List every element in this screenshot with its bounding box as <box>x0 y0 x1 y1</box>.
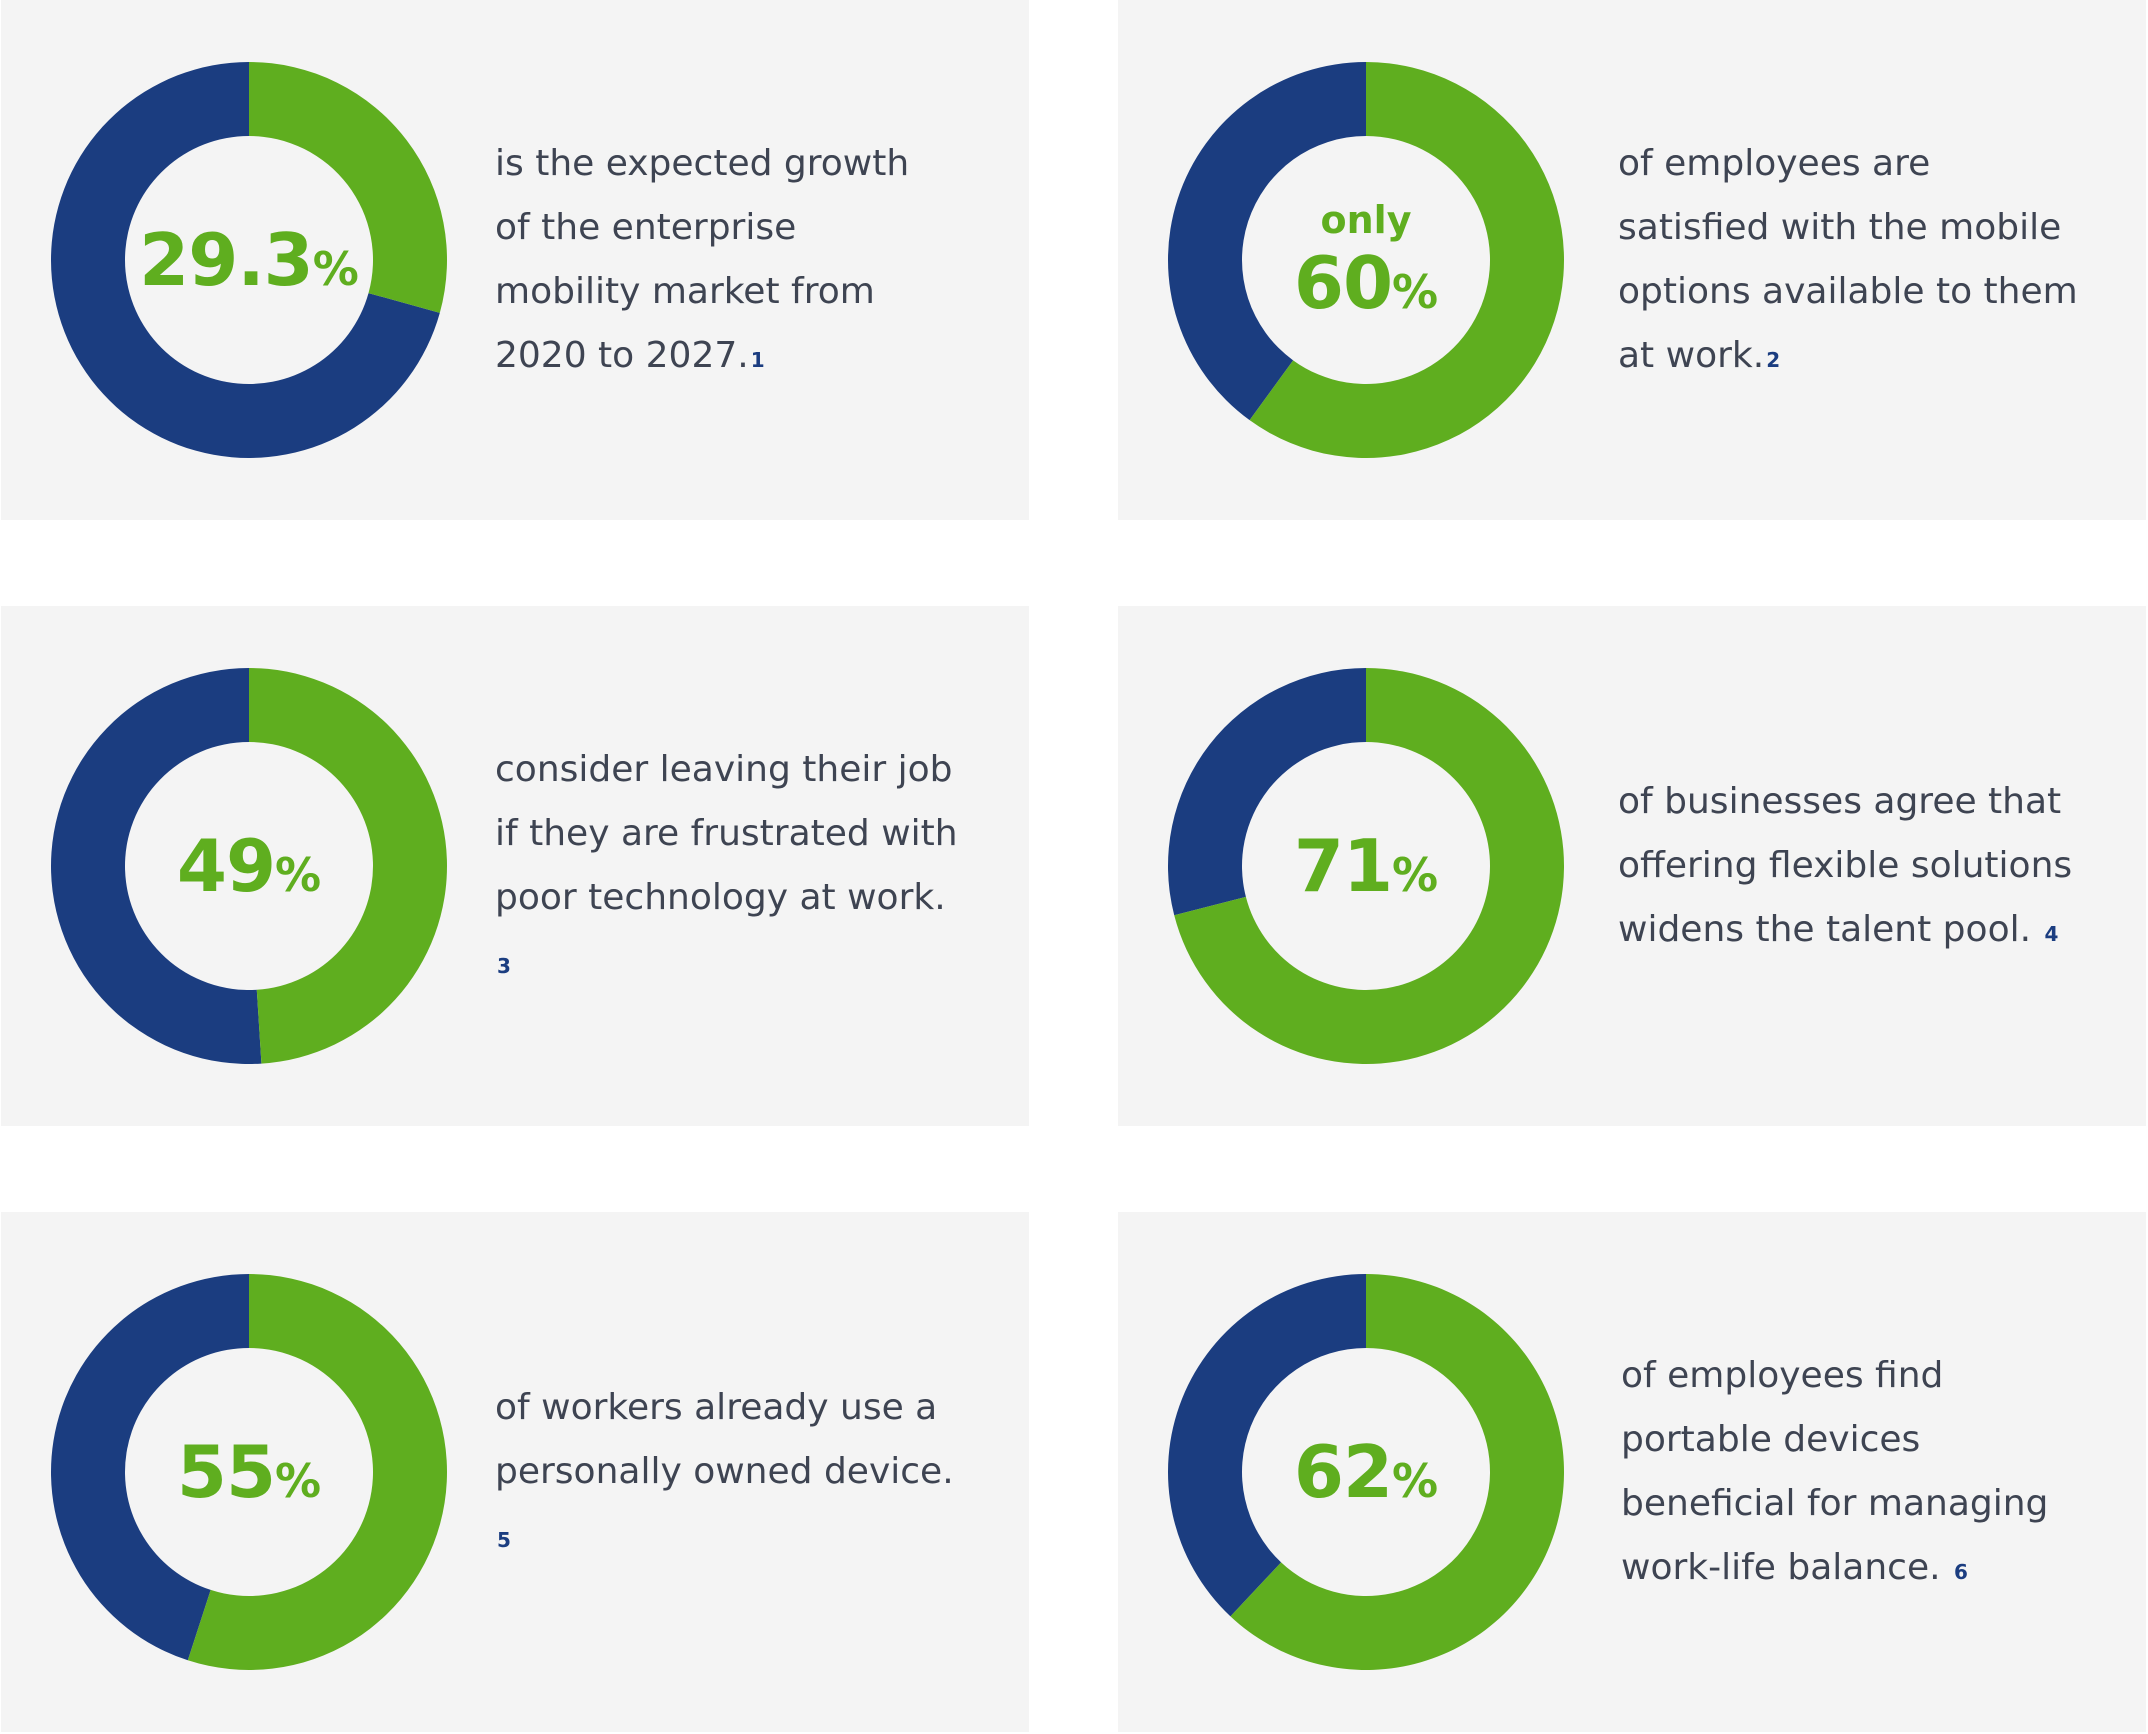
stat-unit: % <box>275 1454 322 1508</box>
stat-unit: % <box>1392 848 1439 902</box>
donut-svg <box>1168 62 1564 458</box>
donut-svg <box>1168 668 1564 1064</box>
donut-value-slice <box>1230 1274 1564 1670</box>
donut-remainder-slice <box>51 1274 249 1661</box>
donut-svg <box>1168 1274 1564 1670</box>
donut-value-slice <box>1249 62 1564 458</box>
donut-value-slice <box>249 62 447 313</box>
stat-unit: % <box>312 242 359 296</box>
stat-text: of businesses agree that offering flexib… <box>1618 781 2073 950</box>
stat-prefix: only <box>1320 198 1412 242</box>
donut-remainder-slice <box>1168 668 1366 916</box>
donut-center-label: 49% <box>51 668 447 1064</box>
donut-svg <box>51 668 447 1064</box>
stat-text: is the expected growth of the enterprise… <box>495 143 910 376</box>
stat-description: of workers already use a personally owne… <box>495 1212 965 1732</box>
footnote-marker: 4 <box>2044 922 2059 946</box>
donut-chart: only 60% <box>1168 62 1564 458</box>
donut-center-label: 29.3% <box>51 62 447 458</box>
donut-remainder-slice <box>1168 62 1366 421</box>
donut-chart: 29.3% <box>51 62 447 458</box>
stat-text: of employees are satisfied with the mobi… <box>1618 143 2078 376</box>
stat-text: of workers already use a personally owne… <box>495 1387 954 1492</box>
donut-chart: 49% <box>51 668 447 1064</box>
stat-card-work-life: 62% of employees find portable devices b… <box>1118 1212 2146 1732</box>
donut-svg <box>51 1274 447 1670</box>
donut-center-label: 62% <box>1168 1274 1564 1670</box>
stat-description: of employees are satisfied with the mobi… <box>1618 0 2088 520</box>
footnote-marker: 2 <box>1766 348 1781 372</box>
stat-unit: % <box>1392 265 1439 319</box>
donut-chart: 71% <box>1168 668 1564 1064</box>
footnote-marker: 5 <box>497 1528 511 1552</box>
donut-remainder-slice <box>51 62 440 458</box>
donut-value-slice <box>249 668 447 1064</box>
stat-card-frustration: 49% consider leaving their job if they a… <box>1 606 1029 1126</box>
donut-remainder-slice <box>51 668 262 1064</box>
donut-value-slice <box>1174 668 1564 1064</box>
stat-card-talent-pool: 71% of businesses agree that offering fl… <box>1118 606 2146 1126</box>
stat-value: 60 <box>1293 241 1393 325</box>
stat-description: of employees find portable devices benef… <box>1621 1212 2091 1732</box>
stat-value: 71 <box>1293 824 1393 908</box>
stat-card-personal-device: 55% of workers already use a personally … <box>1 1212 1029 1732</box>
footnote-marker: 3 <box>497 954 511 978</box>
stat-unit: % <box>275 848 322 902</box>
stat-text: consider leaving their job if they are f… <box>495 749 958 918</box>
stat-unit: % <box>1392 1454 1439 1508</box>
footnote-marker: 1 <box>750 348 765 372</box>
stat-value: 49 <box>176 824 276 908</box>
donut-center-label: 71% <box>1168 668 1564 1064</box>
donut-value-slice <box>187 1274 447 1670</box>
donut-center-label: only 60% <box>1168 62 1564 458</box>
stat-description: consider leaving their job if they are f… <box>495 606 965 1126</box>
stat-description: of businesses agree that offering flexib… <box>1618 606 2088 1126</box>
donut-svg <box>51 62 447 458</box>
stat-value: 55 <box>176 1430 276 1514</box>
stat-card-satisfaction: only 60% of employees are satisfied with… <box>1118 0 2146 520</box>
stat-value: 62 <box>1293 1430 1393 1514</box>
donut-chart: 62% <box>1168 1274 1564 1670</box>
stat-card-growth: 29.3% is the expected growth of the ente… <box>1 0 1029 520</box>
stat-description: is the expected growth of the enterprise… <box>495 0 965 520</box>
footnote-marker: 6 <box>1954 1560 1968 1584</box>
stat-value: 29.3 <box>139 218 314 302</box>
donut-remainder-slice <box>1168 1274 1366 1617</box>
donut-center-label: 55% <box>51 1274 447 1670</box>
donut-chart: 55% <box>51 1274 447 1670</box>
stat-text: of employees find portable devices benef… <box>1621 1355 2049 1588</box>
